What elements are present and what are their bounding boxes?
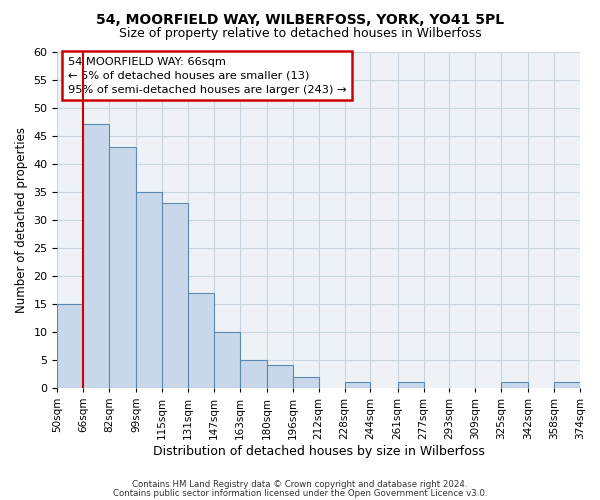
Text: Contains HM Land Registry data © Crown copyright and database right 2024.: Contains HM Land Registry data © Crown c… — [132, 480, 468, 489]
Bar — [214, 332, 239, 388]
Bar — [501, 382, 529, 388]
X-axis label: Distribution of detached houses by size in Wilberfoss: Distribution of detached houses by size … — [153, 444, 485, 458]
Bar — [136, 192, 162, 388]
Bar — [162, 203, 188, 388]
Bar — [109, 147, 136, 388]
Bar — [188, 292, 214, 388]
Bar — [344, 382, 370, 388]
Text: 54, MOORFIELD WAY, WILBERFOSS, YORK, YO41 5PL: 54, MOORFIELD WAY, WILBERFOSS, YORK, YO4… — [96, 12, 504, 26]
Bar — [239, 360, 267, 388]
Text: Contains public sector information licensed under the Open Government Licence v3: Contains public sector information licen… — [113, 489, 487, 498]
Bar — [554, 382, 580, 388]
Y-axis label: Number of detached properties: Number of detached properties — [15, 126, 28, 312]
Bar — [293, 376, 319, 388]
Bar — [398, 382, 424, 388]
Text: 54 MOORFIELD WAY: 66sqm
← 5% of detached houses are smaller (13)
95% of semi-det: 54 MOORFIELD WAY: 66sqm ← 5% of detached… — [68, 56, 346, 94]
Bar — [58, 304, 83, 388]
Text: Size of property relative to detached houses in Wilberfoss: Size of property relative to detached ho… — [119, 28, 481, 40]
Bar — [267, 366, 293, 388]
Bar — [83, 124, 109, 388]
